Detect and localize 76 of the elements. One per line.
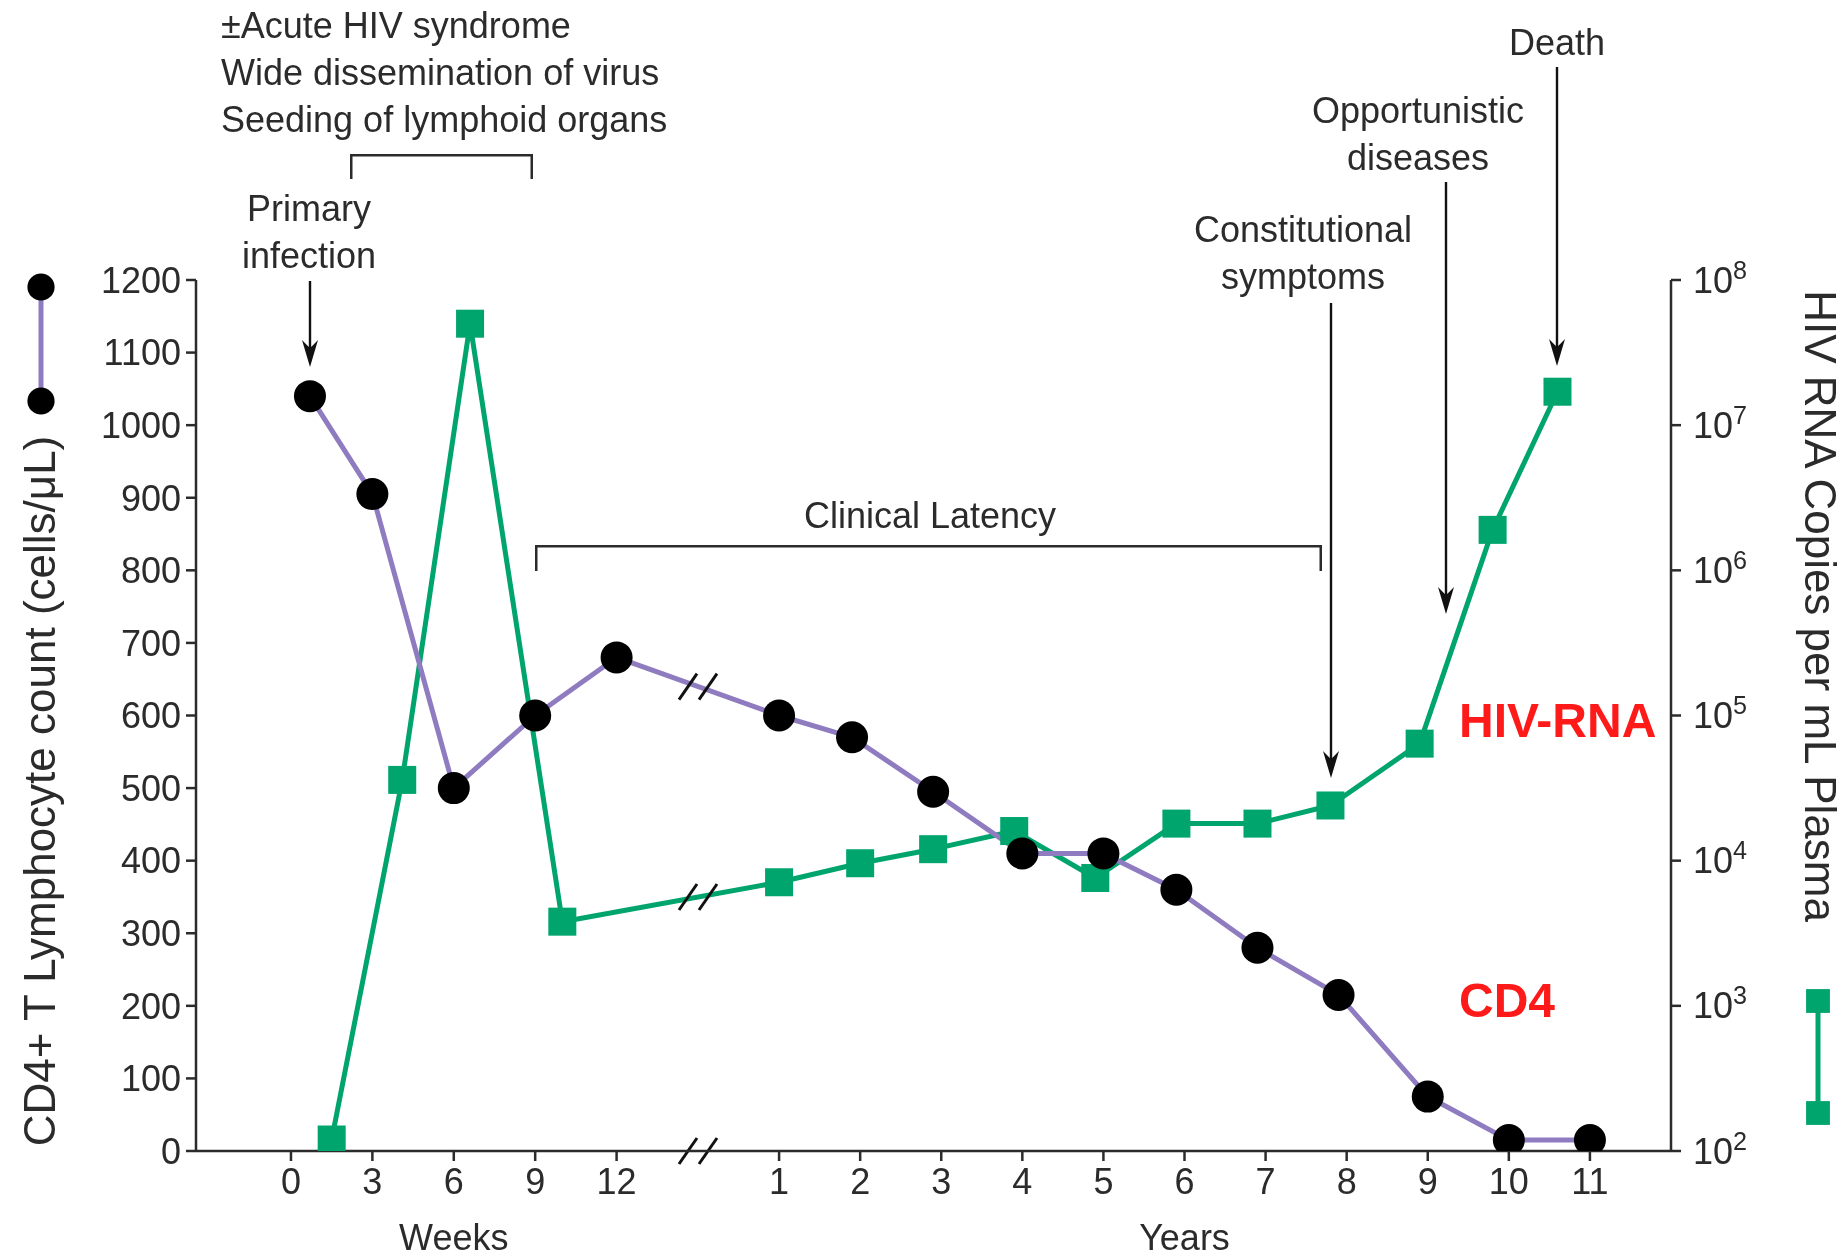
- y-tick-label: 200: [120, 985, 181, 1027]
- x-tick-label: 9: [525, 1160, 546, 1202]
- x-tick-label: 4: [1012, 1160, 1033, 1202]
- text: Primary infection: [241, 187, 377, 276]
- point: [1081, 863, 1110, 892]
- x-tick-label: 3: [931, 1160, 952, 1202]
- text: Death: [1508, 21, 1606, 63]
- point: [388, 765, 417, 794]
- annotation: Constitutional symptoms: [1193, 208, 1413, 297]
- y-tick-label: 800: [120, 550, 181, 592]
- y-tick-label: 500: [120, 767, 181, 809]
- y2-tick-label: 10$^{8}$: [1693, 255, 1748, 301]
- y-tick-label: 100: [120, 1058, 181, 1100]
- point: [519, 699, 552, 732]
- point: [356, 478, 389, 511]
- point: [1162, 809, 1191, 838]
- point: [1478, 515, 1507, 544]
- y-tick-label: 300: [120, 913, 181, 955]
- y-tick-label: 700: [120, 622, 181, 664]
- y-axis-title: CD4+ T Lymphocyte count (cells/μL): [14, 435, 64, 1147]
- point: [456, 309, 485, 338]
- y-tick-label: 900: [120, 477, 181, 519]
- series-label: HIV-RNA: [1459, 693, 1657, 747]
- y2-tick-label: 10$^{5}$: [1693, 691, 1748, 737]
- x-tick-label: 1: [769, 1160, 790, 1202]
- y-tick-label: 1000: [100, 404, 181, 446]
- x-tick-label: 6: [1174, 1160, 1195, 1202]
- y-tick-label: 1100: [103, 332, 181, 374]
- x-tick-label: 5: [1093, 1160, 1114, 1202]
- y2-tick-label: 10$^{2}$: [1693, 1126, 1748, 1172]
- y2-tick-label: 10$^{3}$: [1693, 981, 1748, 1027]
- y-tick-label: 600: [120, 695, 181, 737]
- point: [1243, 809, 1272, 838]
- y2-tick-label: 10$^{6}$: [1693, 545, 1748, 591]
- point: [836, 721, 869, 754]
- text: Opportunistic diseases: [1311, 89, 1525, 178]
- annotation: Clinical Latency: [803, 494, 1057, 536]
- point: [317, 1125, 346, 1151]
- point: [846, 849, 875, 878]
- point: [548, 907, 577, 936]
- point: [293, 380, 326, 413]
- x-tick-label: 0: [280, 1160, 301, 1202]
- y2-tick-label: 10$^{7}$: [1693, 400, 1748, 446]
- point: [1543, 377, 1572, 406]
- point: [917, 775, 950, 808]
- x-tick-label: 2: [850, 1160, 871, 1202]
- point: [1160, 873, 1193, 906]
- x-tick-label: 6: [443, 1160, 464, 1202]
- x-tick-label: 3: [362, 1160, 383, 1202]
- point: [1006, 837, 1039, 870]
- x-tick-label: 7: [1255, 1160, 1276, 1202]
- point: [1316, 791, 1345, 820]
- point: [1241, 931, 1274, 964]
- x-tick-label: 8: [1336, 1160, 1357, 1202]
- point: [919, 835, 948, 864]
- y-tick-label: 1200: [100, 259, 181, 301]
- x-tick-label: 11: [1571, 1160, 1609, 1202]
- point: [437, 772, 470, 805]
- point: [600, 641, 633, 674]
- series-label: CD4: [1459, 973, 1556, 1027]
- x-tick-label: 9: [1417, 1160, 1438, 1202]
- y2-axis-title: HIV RNA Copies per mL Plasma: [1796, 290, 1845, 923]
- x-axis-title: Years: [1139, 1216, 1230, 1258]
- point: [1411, 1080, 1444, 1113]
- x-axis-title: Weeks: [399, 1216, 509, 1258]
- y-tick-label: 0: [160, 1130, 181, 1172]
- point: [763, 699, 796, 732]
- point: [1087, 837, 1120, 870]
- point: [765, 868, 794, 897]
- point: [1322, 978, 1355, 1011]
- point: [1405, 729, 1434, 758]
- y2-tick-label: 10$^{4}$: [1693, 836, 1748, 882]
- x-tick-label: 10: [1488, 1160, 1529, 1202]
- text: ±Acute HIV syndrome Wide dissemination of virus Seeding of lymphoid organs: [221, 4, 668, 140]
- x-tick-label: 12: [596, 1160, 637, 1202]
- y-tick-label: 400: [120, 840, 181, 882]
